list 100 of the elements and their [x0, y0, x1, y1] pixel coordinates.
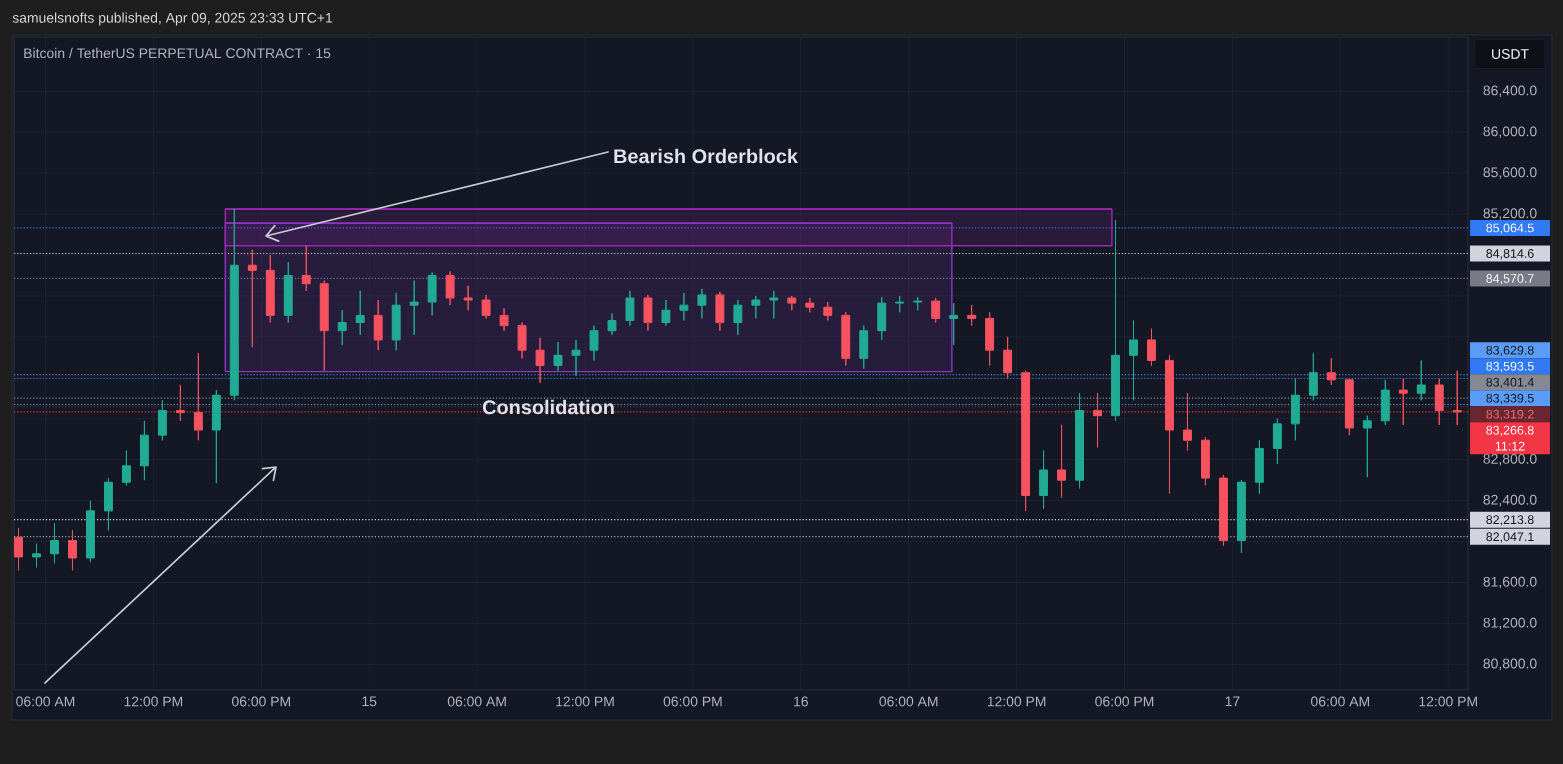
y-tick-label: 86,000.0 — [1483, 126, 1537, 138]
candlestick — [427, 271, 437, 316]
candlestick — [1129, 320, 1138, 401]
candlestick — [1111, 219, 1120, 422]
candlestick — [643, 294, 653, 332]
candlestick — [337, 309, 347, 346]
candlestick — [535, 337, 545, 384]
candlestick — [589, 325, 599, 361]
candlestick — [14, 527, 23, 571]
candlestick — [1272, 418, 1282, 465]
candlestick — [157, 399, 167, 441]
y-tick-label: 85,200.0 — [1483, 208, 1537, 220]
x-tick-label: 15 — [362, 696, 377, 707]
candlestick — [283, 261, 293, 324]
candlestick — [877, 296, 887, 341]
candlestick — [967, 304, 977, 327]
x-tick-label: 06:00 PM — [1095, 696, 1154, 707]
candlestick — [1398, 378, 1408, 426]
candlestick — [1218, 474, 1228, 547]
y-tick-label: 85,600.0 — [1483, 167, 1537, 179]
candlestick — [1200, 436, 1210, 486]
ref-line-label: 83,266.8 11:12 — [1486, 425, 1534, 451]
y-tick-label: 81,600.0 — [1483, 576, 1537, 589]
x-tick-label: 06:00 AM — [879, 696, 938, 707]
x-tick-label: 17 — [1225, 696, 1240, 707]
ref-line-label: 84,570.7 — [1486, 274, 1534, 285]
candlestick — [571, 339, 581, 377]
candlestick — [85, 500, 95, 563]
ref-line-label: 83,629.8 — [1486, 345, 1534, 357]
x-tick-label: 06:00 AM — [1311, 696, 1370, 707]
candlestick — [1362, 415, 1372, 478]
candlestick — [1003, 336, 1013, 380]
candlestick — [1183, 392, 1192, 451]
candlestick — [913, 296, 923, 311]
x-tick-label: 06:00 AM — [447, 696, 506, 707]
candlestick — [1021, 370, 1031, 512]
candlestick — [1434, 378, 1444, 426]
ref-line-label: 84,814.6 — [1486, 249, 1534, 260]
candlestick — [679, 292, 689, 321]
candlestick — [661, 299, 671, 327]
y-axis-title: USDT — [1492, 49, 1529, 59]
ref-line-label: 83,339.5 — [1486, 393, 1534, 405]
candlestick — [1326, 357, 1336, 386]
y-tick-label: 81,200.0 — [1483, 617, 1537, 630]
x-tick-label: 12:00 PM — [1419, 696, 1477, 707]
candlestick — [409, 280, 419, 336]
ref-line-label: 82,047.1 — [1486, 532, 1534, 543]
candlestick — [1254, 439, 1264, 494]
candlestick — [1165, 354, 1174, 494]
candlestick — [1416, 359, 1426, 401]
candlestick — [319, 280, 329, 372]
candlestick — [1093, 392, 1102, 448]
candlestick — [391, 292, 401, 351]
ref-line-label: 83,593.5 — [1486, 361, 1534, 373]
ref-line-label: 83,319.2 — [1486, 409, 1534, 421]
candlestick — [697, 288, 707, 319]
candlestick — [607, 312, 617, 336]
candlestick — [229, 208, 239, 401]
candlestick — [50, 522, 59, 564]
candlestick — [1057, 424, 1067, 499]
ref-line-label: 83,401.4 — [1486, 377, 1534, 389]
candlestick — [103, 477, 113, 531]
candlestick — [68, 529, 77, 571]
text: samuelsnofts published, Apr 09, 2025 23:33 UTC+1 — [12, 12, 333, 26]
candlestick — [625, 290, 635, 327]
candlestick — [121, 449, 131, 486]
candlestick — [211, 389, 221, 484]
candlestick — [265, 254, 275, 324]
candlestick — [373, 299, 383, 351]
y-tick-label: 82,400.0 — [1483, 494, 1537, 507]
y-tick-label: 80,800.0 — [1483, 658, 1537, 671]
candlestick — [139, 420, 149, 481]
x-tick-label: 06:00 AM — [16, 696, 75, 707]
candlestick — [1147, 328, 1156, 367]
x-tick-label: 12:00 PM — [987, 696, 1046, 707]
candlestick — [355, 290, 365, 336]
candlestick — [517, 322, 527, 359]
y-tick-label: 86,400.0 — [1483, 85, 1537, 97]
annotation: Bearish Orderblock — [614, 148, 798, 164]
candlestick — [445, 270, 455, 306]
candlestick — [1236, 479, 1246, 554]
ref-line-label: 82,213.8 — [1486, 515, 1534, 526]
candlestick — [733, 299, 743, 336]
x-tick-label: 12:00 PM — [556, 696, 614, 707]
candlestick — [949, 302, 959, 346]
candlestick — [931, 297, 941, 324]
x-tick-label: 12:00 PM — [124, 696, 183, 707]
candlestick — [175, 384, 185, 422]
candlestick — [499, 307, 509, 332]
candlestick — [247, 249, 257, 348]
candlestick — [985, 311, 995, 367]
candlestick — [859, 325, 869, 370]
candlestick — [715, 291, 725, 332]
candlestick — [1039, 449, 1049, 510]
candlestick — [841, 311, 851, 367]
ref-line-label: 85,064.5 — [1486, 223, 1534, 234]
candlestick — [553, 341, 563, 372]
x-tick-label: 06:00 PM — [663, 696, 722, 707]
candlestick — [1075, 392, 1085, 489]
candlestick — [787, 295, 797, 311]
